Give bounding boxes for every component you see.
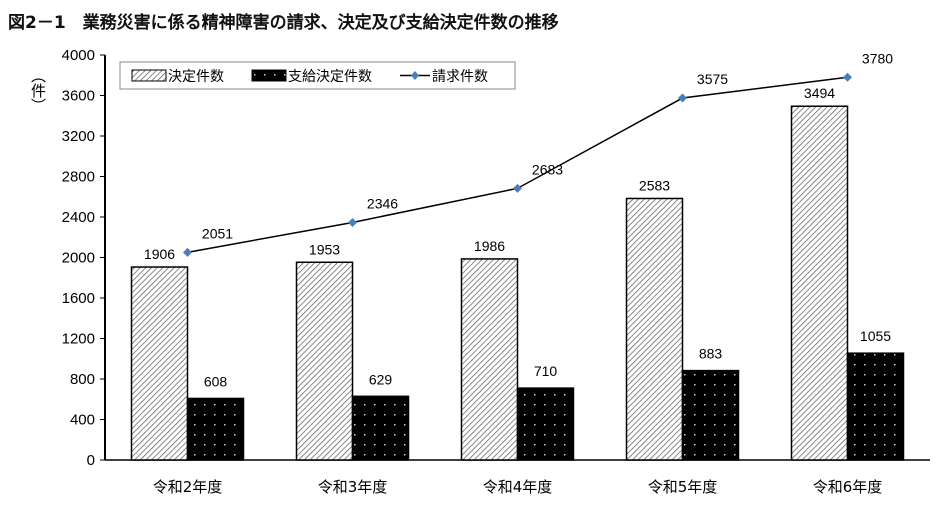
data-label-claims: 3780 — [862, 50, 893, 66]
bar-decided — [130, 266, 189, 461]
legend-swatch-approved — [251, 69, 287, 82]
legend-label: 決定件数 — [168, 69, 224, 85]
data-label-approved: 1055 — [860, 328, 891, 344]
bar-decided — [790, 105, 849, 461]
y-tick-label: 1200 — [62, 331, 95, 348]
diamond-marker-icon — [411, 71, 419, 80]
data-label-approved: 883 — [699, 346, 723, 362]
legend: 決定件数 支給決定件数 請求件数 — [119, 61, 516, 90]
line-point-claims — [678, 93, 687, 103]
y-axis-label: （件） — [29, 68, 47, 113]
y-tick-label: 3600 — [62, 88, 95, 105]
y-tick-label: 2400 — [62, 209, 95, 226]
legend-box — [119, 61, 516, 90]
data-label-decided: 2583 — [639, 177, 670, 193]
data-label-approved: 710 — [534, 363, 558, 379]
x-tick-label: 令和3年度 — [318, 478, 388, 496]
data-label-decided: 3494 — [804, 85, 835, 101]
x-tick-label: 令和4年度 — [483, 478, 553, 496]
data-label-claims: 3575 — [697, 71, 728, 87]
legend-swatch-decided — [131, 69, 167, 82]
chart-title: 図2－1 業務災害に係る精神障害の請求、決定及び支給決定件数の推移 — [8, 13, 559, 33]
bar-decided — [625, 197, 684, 461]
y-tick-label: 3200 — [62, 128, 95, 145]
y-tick-label: 0 — [87, 452, 95, 469]
legend-label: 請求件数 — [432, 69, 488, 85]
data-label-approved: 608 — [204, 373, 228, 389]
line-point-claims — [513, 183, 522, 193]
bar-decided — [460, 258, 519, 461]
bar-approved — [516, 387, 575, 461]
y-tick-label: 2800 — [62, 169, 95, 186]
legend-label: 支給決定件数 — [288, 69, 372, 85]
x-tick-label: 令和5年度 — [648, 478, 718, 496]
data-label-decided: 1986 — [474, 238, 505, 254]
y-tick-label: 2000 — [62, 250, 95, 267]
y-tick-label: 400 — [70, 412, 95, 429]
y-tick-label: 4000 — [62, 47, 95, 64]
bar-decided — [295, 261, 354, 461]
bar-approved — [846, 352, 905, 461]
data-label-decided: 1906 — [144, 246, 175, 262]
line-claims — [187, 76, 848, 254]
bar-approved — [186, 397, 245, 461]
x-tick-label: 令和2年度 — [153, 478, 223, 496]
y-tick-label: 1600 — [62, 290, 95, 307]
bar-approved — [681, 369, 740, 461]
data-label-claims: 2051 — [202, 225, 233, 241]
data-label-decided: 1953 — [309, 241, 340, 257]
bar-approved — [351, 395, 410, 461]
line-point-claims — [843, 72, 852, 82]
x-tick-label: 令和6年度 — [813, 478, 883, 496]
line-point-claims — [348, 217, 357, 227]
data-label-claims: 2346 — [367, 195, 398, 211]
line-point-claims — [183, 247, 192, 257]
y-tick-label: 800 — [70, 371, 95, 388]
data-label-claims: 2683 — [532, 161, 563, 177]
data-label-approved: 629 — [369, 371, 393, 387]
